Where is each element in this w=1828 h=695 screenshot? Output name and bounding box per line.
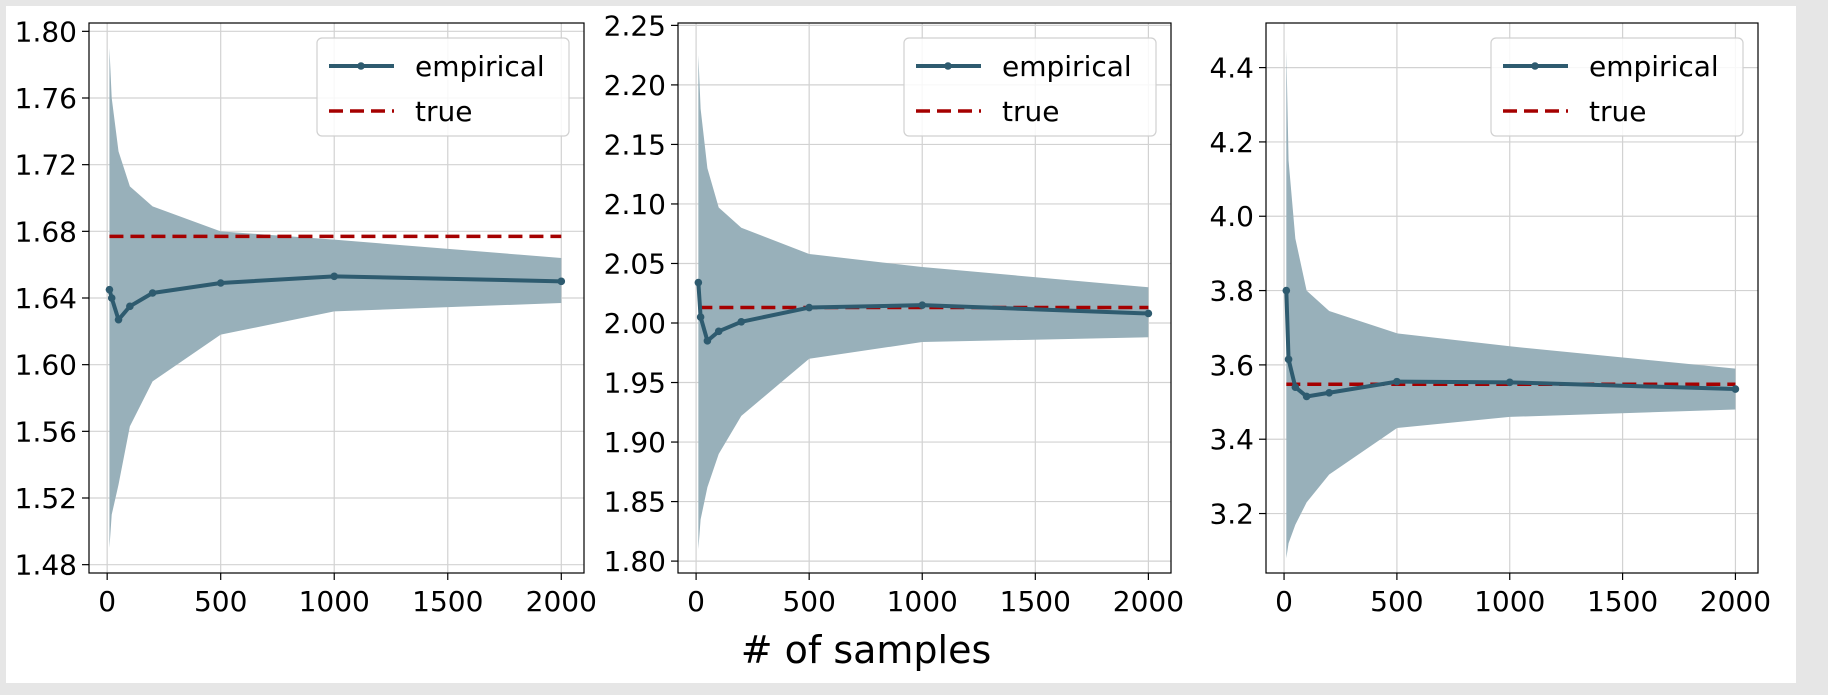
empirical-point — [805, 303, 813, 312]
axes-frame — [677, 22, 1172, 574]
empirical-point — [1302, 392, 1311, 401]
x-tick-label: 1500 — [412, 585, 483, 618]
empirical-point — [696, 313, 705, 321]
x-axis-label: # of samples — [741, 628, 992, 672]
y-tick-label: 2.10 — [604, 188, 666, 221]
empirical-line — [696, 282, 1149, 343]
y-tick-label: 1.95 — [604, 367, 666, 400]
legend: empirical true — [903, 37, 1157, 137]
x-tick-label: 1500 — [1587, 585, 1658, 618]
y-tick-label: 2.20 — [604, 69, 666, 102]
y-tick-label: 2.25 — [604, 9, 666, 42]
empirical-point — [918, 301, 927, 309]
y-tick-label: 3.6 — [1209, 349, 1254, 382]
legend-label-true: true — [415, 95, 472, 128]
legend-marker-empirical — [944, 62, 952, 70]
x-tick-label: 500 — [782, 585, 835, 618]
axes-frame — [1265, 22, 1759, 574]
confidence-band — [109, 48, 562, 548]
empirical-point — [694, 278, 703, 287]
legend-label-empirical: empirical — [1589, 50, 1719, 83]
x-tick-label: 0 — [98, 585, 116, 618]
empirical-point — [1731, 385, 1740, 393]
empirical-line — [1284, 290, 1736, 399]
empirical-point — [714, 327, 723, 336]
empirical-point — [148, 289, 157, 297]
legend-marker-empirical — [357, 62, 365, 70]
empirical-point — [1284, 355, 1293, 364]
legend: empirical true — [316, 37, 570, 137]
y-tick-label: 1.64 — [15, 282, 77, 315]
y-tick-label: 1.85 — [604, 486, 666, 519]
y-tick-label: 1.68 — [15, 215, 77, 248]
y-tick-label: 1.48 — [15, 549, 77, 582]
y-tick-label: 4.4 — [1209, 52, 1254, 85]
legend-label-empirical: empirical — [1002, 50, 1132, 83]
subplot-2: 0 500 1000 1500 2000 1.80 1.85 1.90 1.95 2.00 2.05… — [604, 9, 1184, 618]
y-tick-label: 1.80 — [604, 545, 666, 578]
empirical-point — [1325, 388, 1333, 397]
x-tick-label: 1000 — [299, 585, 370, 618]
subplot-3: 0 500 1000 1500 2000 3.2 3.4 3.6 3.8 4.0 4.2 4.4 emp… — [1209, 22, 1771, 618]
x-tick-label: 2000 — [1700, 585, 1771, 618]
y-tick-label: 3.4 — [1209, 423, 1254, 456]
empirical-point — [1505, 378, 1514, 387]
x-tick-label: 1500 — [1000, 585, 1071, 618]
x-tick-label: 500 — [1370, 585, 1423, 618]
empirical-point — [703, 337, 712, 345]
empirical-point — [107, 294, 116, 302]
empirical-point — [114, 315, 123, 324]
legend-label-true: true — [1589, 95, 1646, 128]
empirical-point — [126, 302, 134, 311]
y-tick-label: 1.52 — [15, 482, 77, 515]
empirical-point — [216, 279, 225, 287]
legend-marker-empirical — [1531, 62, 1539, 70]
empirical-point — [1393, 377, 1401, 386]
y-tick-label: 2.00 — [604, 307, 666, 340]
figure: # of samples 0 500 1000 1500 2000 1.48 1.52 1.5… — [6, 6, 1796, 683]
empirical-point — [1282, 286, 1291, 295]
y-tick-label: 3.2 — [1209, 498, 1254, 531]
x-tick-label: 1000 — [887, 585, 958, 618]
y-tick-label: 2.15 — [604, 128, 666, 161]
y-tick-label: 1.90 — [604, 426, 666, 459]
empirical-point — [1144, 309, 1153, 318]
x-tick-label: 2000 — [1113, 585, 1184, 618]
empirical-point — [557, 277, 566, 286]
legend-label-true: true — [1002, 95, 1059, 128]
y-tick-label: 1.76 — [15, 82, 77, 115]
subplot-1: 0 500 1000 1500 2000 1.48 1.52 1.56 1.60 1.64 1.68… — [15, 15, 597, 618]
y-tick-label: 1.56 — [15, 415, 77, 448]
x-tick-label: 0 — [1275, 585, 1293, 618]
y-tick-label: 2.05 — [604, 247, 666, 280]
empirical-point — [1291, 383, 1300, 391]
y-tick-label: 4.0 — [1209, 200, 1254, 233]
legend: empirical true — [1490, 37, 1744, 137]
x-tick-label: 1000 — [1474, 585, 1545, 618]
empirical-point — [737, 318, 746, 326]
y-tick-label: 1.80 — [15, 15, 77, 48]
empirical-point — [105, 285, 114, 294]
y-tick-label: 1.72 — [15, 149, 77, 182]
x-tick-label: 0 — [687, 585, 705, 618]
legend-label-empirical: empirical — [415, 50, 545, 83]
empirical-point — [330, 272, 339, 281]
chart-figure: # of samples 0 500 1000 1500 2000 1.48 1.52 1.5… — [15, 9, 1771, 672]
x-tick-label: 500 — [194, 585, 247, 618]
x-tick-label: 2000 — [526, 585, 597, 618]
y-tick-label: 4.2 — [1209, 126, 1254, 159]
y-tick-label: 1.60 — [15, 349, 77, 382]
y-tick-label: 3.8 — [1209, 275, 1254, 308]
